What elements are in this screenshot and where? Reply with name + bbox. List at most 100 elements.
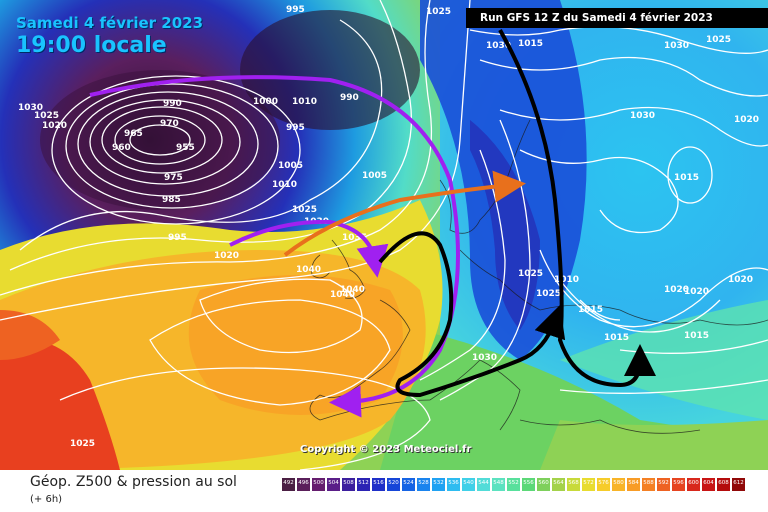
scale-swatch xyxy=(342,478,355,491)
scale-label: 544 xyxy=(478,480,489,486)
scale-swatch xyxy=(492,478,505,491)
black-arrow-right xyxy=(498,29,656,388)
isobar-label: 1015 xyxy=(684,331,709,341)
scale-swatch xyxy=(282,478,295,491)
scale-label: 528 xyxy=(418,480,429,486)
isobar-label: 990 xyxy=(340,93,359,103)
isobar-label: 990 xyxy=(163,99,182,109)
run-info: Run GFS 12 Z du Samedi 4 février 2023 xyxy=(466,8,768,28)
scale-label: 564 xyxy=(553,480,564,486)
scale-swatch xyxy=(732,478,745,491)
isobar-label: 1025 xyxy=(518,269,543,279)
date-label: Samedi 4 février 2023 xyxy=(16,14,204,32)
color-scale: 492 496 500 504 508 512 516 520 524 528 532 536 540 5… xyxy=(282,478,750,500)
isobar-label: 1025 xyxy=(292,205,317,215)
scale-swatch xyxy=(657,478,670,491)
purple-arrow-large xyxy=(89,75,460,418)
scale-swatch xyxy=(372,478,385,491)
isobar-label: 1020 xyxy=(664,285,689,295)
scale-label: 600 xyxy=(688,480,699,486)
isobar-label: 1025 xyxy=(706,35,731,45)
scale-swatch xyxy=(627,478,640,491)
scale-swatch xyxy=(687,478,700,491)
scale-swatch xyxy=(447,478,460,491)
legend-subtitle: (+ 6h) xyxy=(30,494,63,505)
scale-label: 556 xyxy=(523,480,534,486)
scale-swatch xyxy=(432,478,445,491)
scale-label: 596 xyxy=(673,480,684,486)
scale-label: 492 xyxy=(283,480,294,486)
scale-label: 584 xyxy=(628,480,639,486)
isobar-label: 1010 xyxy=(554,275,579,285)
scale-swatch xyxy=(642,478,655,491)
black-arrow-left xyxy=(378,231,566,398)
scale-label: 608 xyxy=(718,480,729,486)
isobar-label: 1020 xyxy=(684,287,709,297)
scale-label: 512 xyxy=(358,480,369,486)
scale-label: 524 xyxy=(403,480,414,486)
isobar-label: 1020 xyxy=(42,121,67,131)
legend-title: Géop. Z500 & pression au sol xyxy=(30,474,237,490)
scale-swatch xyxy=(717,478,730,491)
map-canvas: 995 1025 1030 1025 1020 1000 1010 990 99… xyxy=(0,0,768,470)
legend-footer: Géop. Z500 & pression au sol (+ 6h) 492 4… xyxy=(0,470,768,512)
isobar-label: 1005 xyxy=(278,161,303,171)
isobar-label: 1015 xyxy=(518,39,543,49)
scale-label: 536 xyxy=(448,480,459,486)
scale-swatch xyxy=(537,478,550,491)
scale-swatch xyxy=(477,478,490,491)
scale-label: 580 xyxy=(613,480,624,486)
isobar-label: 1040 xyxy=(296,265,321,275)
isobar-label: 1000 xyxy=(253,97,278,107)
isobar-label: 1030 xyxy=(472,353,497,363)
scale-label: 552 xyxy=(508,480,519,486)
isobar-label: 1025 xyxy=(70,439,95,449)
scale-swatch xyxy=(402,478,415,491)
isobar-label: 1015 xyxy=(578,305,603,315)
scale-label: 532 xyxy=(433,480,444,486)
isobar-label: 1030 xyxy=(630,111,655,121)
purple-arrow-small xyxy=(229,219,389,278)
weather-map: 995 1025 1030 1025 1020 1000 1010 990 99… xyxy=(0,0,768,470)
scale-label: 592 xyxy=(658,480,669,486)
scale-label: 568 xyxy=(568,480,579,486)
scale-swatch xyxy=(582,478,595,491)
isobar-label: 1035 xyxy=(342,233,367,243)
isobar-label: 1020 xyxy=(214,251,239,261)
isobar-label: 1030 xyxy=(664,41,689,51)
scale-label: 548 xyxy=(493,480,504,486)
scale-label: 540 xyxy=(463,480,474,486)
isobar-label: 985 xyxy=(162,195,181,205)
isobar-label: 1015 xyxy=(604,333,629,343)
isobar-label: 1005 xyxy=(362,171,387,181)
scale-swatch xyxy=(297,478,310,491)
isobar-label: 965 xyxy=(124,129,143,139)
scale-label: 520 xyxy=(388,480,399,486)
scale-swatch xyxy=(327,478,340,491)
isobar-label: 1015 xyxy=(674,173,699,183)
scale-label: 576 xyxy=(598,480,609,486)
isobar-label: 975 xyxy=(164,173,183,183)
isobar-label: 1025 xyxy=(426,7,451,17)
scale-swatch xyxy=(507,478,520,491)
time-label: 19:00 locale xyxy=(16,33,167,58)
scale-swatch xyxy=(357,478,370,491)
scale-swatch xyxy=(672,478,685,491)
isobar-label: 1025 xyxy=(536,289,561,299)
scale-label: 588 xyxy=(643,480,654,486)
isobar-label: 1030 xyxy=(486,41,511,51)
scale-swatch xyxy=(417,478,430,491)
isobar-label: 955 xyxy=(176,143,195,153)
scale-swatch xyxy=(702,478,715,491)
isobar-label: 1020 xyxy=(728,275,753,285)
isobar-label: 995 xyxy=(168,233,187,243)
isobar-label: 995 xyxy=(286,5,305,15)
scale-swatch xyxy=(567,478,580,491)
scale-swatch xyxy=(522,478,535,491)
copyright: Copyright © 2023 Meteociel.fr xyxy=(300,444,472,455)
isobar-label: 1020 xyxy=(734,115,759,125)
scale-label: 500 xyxy=(313,480,324,486)
isobar-label: 1025 xyxy=(34,111,59,121)
isobar-label: 1010 xyxy=(292,97,317,107)
scale-label: 496 xyxy=(298,480,309,486)
